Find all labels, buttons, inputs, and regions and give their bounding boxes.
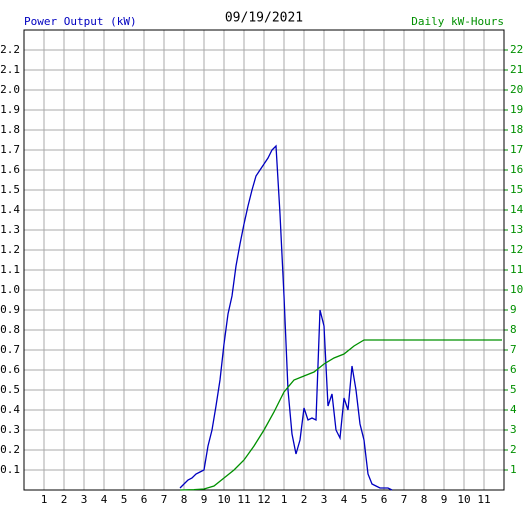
y-tick-label: 1.5 [0,183,20,196]
y2-tick-label: 12 [510,243,523,256]
y-tick-label: 1.6 [0,163,20,176]
x-tick-label: 9 [441,493,448,506]
x-tick-label: 3 [81,493,88,506]
y2-tick-label: 16 [510,163,523,176]
y2-tick-label: 21 [510,63,523,76]
y-tick-label: 0.1 [0,463,20,476]
y2-tick-label: 7 [510,343,517,356]
y-tick-label: 2.2 [0,43,20,56]
x-tick-label: 8 [421,493,428,506]
y2-tick-label: 20 [510,83,523,96]
y-tick-label: 0.6 [0,363,20,376]
x-tick-label: 11 [477,493,490,506]
y-tick-label: 0.9 [0,303,20,316]
y-tick-label: 0.7 [0,343,20,356]
x-tick-label: 6 [381,493,388,506]
y-tick-label: 2.1 [0,63,20,76]
y-tick-label: 2.0 [0,83,20,96]
y2-tick-label: 5 [510,383,517,396]
y-tick-label: 1.8 [0,123,20,136]
x-tick-label: 10 [217,493,230,506]
x-tick-label: 2 [301,493,308,506]
y2-tick-label: 4 [510,403,517,416]
y2-tick-label: 9 [510,303,517,316]
y2-tick-label: 10 [510,283,523,296]
x-tick-label: 2 [61,493,68,506]
x-tick-label: 1 [41,493,48,506]
plot-frame [23,29,505,491]
x-tick-label: 6 [141,493,148,506]
y-tick-label: 0.8 [0,323,20,336]
x-tick-label: 7 [401,493,408,506]
y-tick-label: 0.3 [0,423,20,436]
y2-tick-label: 17 [510,143,523,156]
x-tick-label: 8 [181,493,188,506]
y-tick-label: 1.0 [0,283,20,296]
y-tick-label: 1.2 [0,243,20,256]
chart-title: 09/19/2021 [225,11,303,26]
x-tick-label: 12 [257,493,270,506]
x-tick-label: 4 [341,493,348,506]
y2-tick-label: 22 [510,43,523,56]
y2-tick-label: 1 [510,463,517,476]
x-tick-label: 10 [457,493,470,506]
y-tick-label: 1.1 [0,263,20,276]
y2-tick-label: 8 [510,323,517,336]
y2-tick-label: 11 [510,263,523,276]
y2-tick-label: 19 [510,103,523,116]
x-tick-label: 9 [201,493,208,506]
y-tick-label: 0.2 [0,443,20,456]
data-line [179,339,502,491]
y-tick-label: 1.9 [0,103,20,116]
y2-tick-label: 15 [510,183,523,196]
y2-tick-label: 14 [510,203,524,216]
y2-tick-label: 18 [510,123,523,136]
x-tick-label: 1 [281,493,288,506]
data-line [179,144,393,491]
y2-tick-label: 2 [510,443,517,456]
x-tick-label: 5 [361,493,368,506]
y2-tick-label: 3 [510,423,517,436]
x-tick-label: 7 [161,493,168,506]
y-tick-label: 1.7 [0,143,20,156]
y-tick-label: 1.3 [0,223,20,236]
x-tick-label: 4 [101,493,108,506]
y-axis-label: Power Output (kW) [24,15,137,28]
y-tick-label: 1.4 [0,203,20,216]
x-tick-label: 11 [237,493,250,506]
y2-tick-label: 13 [510,223,523,236]
y2-tick-label: 6 [510,363,517,376]
x-tick-label: 3 [321,493,328,506]
y2-axis-label: Daily kW-Hours [411,15,504,28]
x-tick-label: 5 [121,493,128,506]
y-tick-label: 0.4 [0,403,20,416]
y-tick-label: 0.5 [0,383,20,396]
